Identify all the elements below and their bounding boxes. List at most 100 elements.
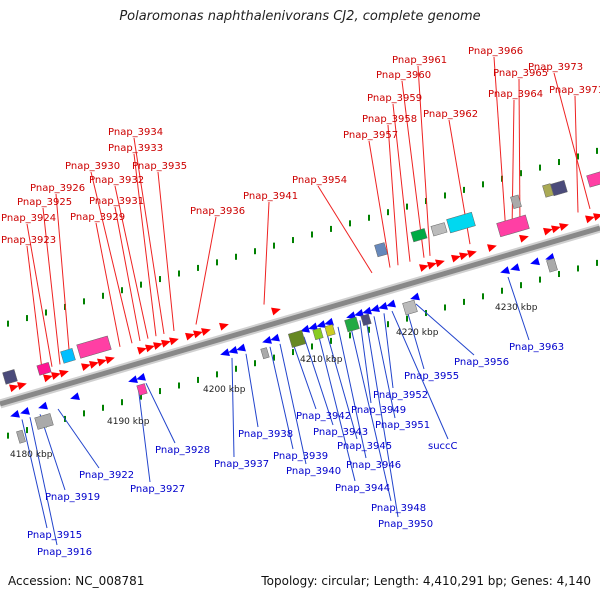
forward-leader-line bbox=[368, 140, 391, 268]
forward-gene-label: Pnap_3930 bbox=[65, 161, 120, 172]
forward-gene-arrow bbox=[43, 374, 53, 383]
reverse-leader-line bbox=[391, 310, 449, 440]
gene-box bbox=[60, 348, 76, 364]
reverse-leader-line bbox=[231, 357, 235, 458]
reverse-gene-label: Pnap_3949 bbox=[351, 405, 406, 416]
forward-leader-line bbox=[42, 207, 61, 365]
forward-gene-arrow bbox=[451, 254, 461, 263]
reverse-gene-label: Pnap_3937 bbox=[214, 459, 269, 470]
forward-gene-label: Pnap_3932 bbox=[89, 175, 144, 186]
gene-box bbox=[34, 413, 54, 430]
gene-box bbox=[360, 313, 372, 327]
forward-gene-label: Pnap_3936 bbox=[190, 206, 245, 217]
gene-box bbox=[496, 214, 530, 238]
scale-label: 4180 kbp bbox=[10, 450, 53, 460]
forward-gene-arrow bbox=[467, 250, 477, 258]
gene-box bbox=[510, 194, 522, 210]
reverse-gene-arrow bbox=[370, 304, 380, 313]
reverse-leader-line bbox=[405, 306, 425, 370]
reverse-gene-arrow bbox=[220, 348, 230, 357]
reverse-gene-label: Pnap_3948 bbox=[371, 503, 426, 514]
gene-box bbox=[2, 369, 18, 385]
forward-gene-arrow bbox=[419, 264, 429, 272]
gene-box bbox=[260, 347, 270, 360]
forward-gene-label: Pnap_3962 bbox=[423, 109, 478, 120]
forward-gene-arrow bbox=[9, 384, 19, 393]
forward-leader-line bbox=[90, 171, 133, 344]
forward-leader-line bbox=[263, 201, 270, 305]
reverse-gene-arrow bbox=[262, 336, 272, 344]
forward-gene-label: Pnap_3934 bbox=[108, 127, 163, 138]
reverse-gene-label: Pnap_3943 bbox=[313, 427, 368, 438]
reverse-gene-label: Pnap_3951 bbox=[375, 420, 430, 431]
gene-box bbox=[446, 211, 476, 234]
forward-gene-arrow bbox=[593, 213, 600, 221]
reverse-gene-arrow bbox=[530, 257, 540, 266]
reverse-leader-line bbox=[57, 408, 100, 469]
gene-box bbox=[312, 327, 324, 341]
forward-gene-arrow bbox=[89, 361, 99, 369]
reverse-leader-line bbox=[279, 343, 307, 465]
scale-label: 4200 kbp bbox=[203, 385, 246, 395]
reverse-gene-label: Pnap_3946 bbox=[346, 460, 401, 471]
reverse-gene-label: Pnap_3950 bbox=[378, 519, 433, 530]
gene-box bbox=[546, 258, 558, 273]
reverse-gene-arrow bbox=[386, 299, 396, 308]
gene-box bbox=[550, 180, 568, 197]
reverse-gene-label: Pnap_3952 bbox=[373, 390, 428, 401]
reverse-leader-line bbox=[507, 276, 530, 341]
reverse-leader-line bbox=[337, 326, 367, 459]
reverse-gene-label: Pnap_3945 bbox=[337, 441, 392, 452]
reverse-gene-arrow bbox=[500, 266, 510, 274]
gene-box bbox=[586, 171, 600, 188]
forward-leader-line bbox=[392, 103, 411, 262]
reverse-gene-arrow bbox=[362, 306, 372, 315]
reverse-leader-line bbox=[21, 419, 48, 529]
forward-gene-label: Pnap_3926 bbox=[30, 183, 85, 194]
gene-box bbox=[402, 299, 418, 316]
forward-gene-arrow bbox=[193, 330, 203, 339]
accession-text: Accession: NC_008781 bbox=[8, 574, 145, 588]
forward-gene-arrow bbox=[185, 332, 195, 341]
backbone-line bbox=[0, 225, 600, 407]
forward-leader-line bbox=[387, 124, 399, 266]
forward-leader-line bbox=[55, 193, 71, 362]
reverse-gene-arrow bbox=[324, 317, 334, 326]
forward-gene-label: Pnap_3954 bbox=[292, 175, 347, 186]
forward-leader-line bbox=[417, 65, 431, 256]
reverse-gene-label: Pnap_3955 bbox=[404, 371, 459, 382]
reverse-gene-arrow bbox=[316, 320, 326, 328]
gene-box bbox=[410, 228, 428, 243]
forward-gene-label: Pnap_3923 bbox=[1, 235, 56, 246]
reverse-leader-line bbox=[145, 382, 176, 444]
genome-summary-text: Topology: circular; Length: 4,410,291 bp… bbox=[261, 574, 591, 588]
forward-gene-label: Pnap_3965 bbox=[493, 68, 548, 79]
forward-gene-label: Pnap_3960 bbox=[376, 70, 431, 81]
forward-gene-arrow bbox=[51, 372, 61, 380]
forward-gene-label: Pnap_3961 bbox=[392, 55, 447, 66]
gene-box bbox=[324, 324, 336, 337]
reverse-gene-label: Pnap_3919 bbox=[45, 492, 100, 503]
gene-box bbox=[76, 335, 112, 359]
forward-gene-label: Pnap_3924 bbox=[1, 213, 56, 224]
forward-leader-line bbox=[26, 223, 53, 367]
reverse-gene-arrow bbox=[136, 373, 146, 381]
gene-box bbox=[288, 329, 306, 348]
reverse-gene-arrow bbox=[228, 346, 238, 354]
forward-leader-line bbox=[157, 171, 175, 332]
reverse-gene-arrow bbox=[70, 392, 80, 401]
reverse-gene-arrow bbox=[270, 333, 280, 342]
reverse-leader-line bbox=[373, 316, 396, 419]
reverse-gene-label: Pnap_3939 bbox=[273, 451, 328, 462]
forward-leader-line bbox=[511, 99, 515, 232]
reverse-gene-arrow bbox=[308, 322, 318, 331]
forward-gene-arrow bbox=[59, 369, 69, 378]
reverse-leader-line bbox=[365, 318, 399, 518]
reverse-gene-arrow bbox=[20, 407, 30, 415]
forward-gene-arrow bbox=[105, 356, 115, 365]
forward-gene-arrow bbox=[17, 382, 27, 390]
forward-gene-label: Pnap_3929 bbox=[70, 212, 125, 223]
forward-leader-line bbox=[114, 206, 141, 342]
reverse-gene-arrow bbox=[128, 375, 138, 384]
